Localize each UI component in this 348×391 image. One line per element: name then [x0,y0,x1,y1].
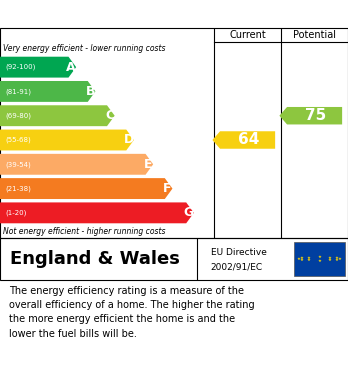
Text: ★: ★ [317,255,321,259]
Text: ★: ★ [307,256,311,260]
Text: Not energy efficient - higher running costs: Not energy efficient - higher running co… [3,227,166,236]
Polygon shape [0,81,95,102]
Text: B: B [86,85,95,98]
Polygon shape [212,131,275,149]
Polygon shape [0,203,194,223]
Text: England & Wales: England & Wales [10,250,180,268]
Bar [294,242,345,276]
Text: E: E [144,158,152,171]
Text: 2002/91/EC: 2002/91/EC [211,263,263,272]
Text: ★: ★ [300,256,303,260]
Text: C: C [105,109,114,122]
Text: EU Directive: EU Directive [211,248,267,257]
Polygon shape [0,57,76,77]
Polygon shape [0,154,153,175]
Text: Current: Current [229,30,266,40]
Polygon shape [0,129,134,151]
Text: ★: ★ [317,258,321,263]
Polygon shape [0,105,115,126]
Text: G: G [184,206,194,219]
Text: ★: ★ [300,258,303,262]
Text: (39-54): (39-54) [5,161,31,167]
Text: Very energy efficient - lower running costs: Very energy efficient - lower running co… [3,44,166,53]
Text: (92-100): (92-100) [5,64,35,70]
Text: ★: ★ [338,257,342,261]
Text: ★: ★ [327,258,332,262]
Polygon shape [279,107,342,124]
Text: (81-91): (81-91) [5,88,31,95]
Text: ★: ★ [335,258,339,262]
Text: 75: 75 [305,108,326,123]
Polygon shape [0,178,173,199]
Text: (69-80): (69-80) [5,113,31,119]
Text: F: F [163,182,172,195]
Text: Energy Efficiency Rating: Energy Efficiency Rating [10,5,239,23]
Text: ★: ★ [335,256,339,260]
Text: Potential: Potential [293,30,336,40]
Text: ★: ★ [297,257,301,261]
Text: D: D [124,133,134,147]
Text: ★: ★ [307,258,311,262]
Text: The energy efficiency rating is a measure of the
overall efficiency of a home. T: The energy efficiency rating is a measur… [9,285,254,339]
Text: (21-38): (21-38) [5,185,31,192]
Text: 64: 64 [238,133,259,147]
Text: A: A [66,61,76,74]
Text: (55-68): (55-68) [5,137,31,143]
Text: ★: ★ [327,256,332,260]
Text: (1-20): (1-20) [5,210,26,216]
